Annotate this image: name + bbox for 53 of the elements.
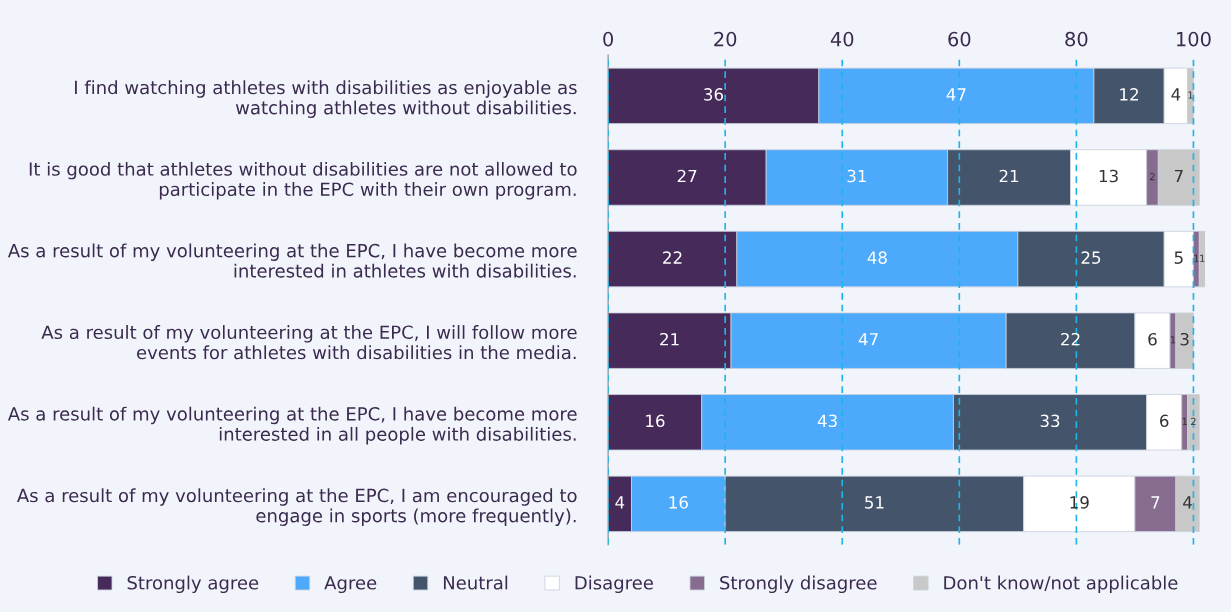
data-label: 1 bbox=[1182, 417, 1187, 425]
y-tick-label: As a result of my volunteering at the EPC, I will follow more events for athletes with disabilities in the media. bbox=[41, 325, 577, 360]
data-label: 1 bbox=[1200, 254, 1205, 262]
legend-label: Neutral bbox=[443, 575, 508, 590]
data-label: 1 bbox=[1188, 91, 1193, 99]
data-label: 5 bbox=[1174, 251, 1183, 264]
y-tick-label: As a result of my volunteering at the EPC, I have become more interested in all people with disabilities. bbox=[7, 406, 577, 445]
data-label: 22 bbox=[663, 251, 682, 264]
data-label: 16 bbox=[669, 496, 688, 509]
data-label: 51 bbox=[865, 496, 884, 509]
legend-label: Strongly disagree bbox=[720, 575, 877, 594]
data-label: 1 bbox=[1170, 336, 1176, 344]
data-label: 33 bbox=[1040, 414, 1060, 428]
data-label: 4 bbox=[615, 496, 625, 509]
legend-label: Don't know/not applicable bbox=[944, 575, 1178, 594]
data-label: 19 bbox=[1070, 496, 1089, 509]
data-label: 43 bbox=[817, 414, 837, 428]
data-label: 6 bbox=[1160, 414, 1169, 428]
data-label: 22 bbox=[1061, 332, 1080, 346]
data-label: 6 bbox=[1148, 332, 1157, 346]
y-tick-label: I find watching athletes with disabilities as enjoyable as watching athletes without disabilities. bbox=[75, 80, 577, 118]
x-tick-label: 40 bbox=[830, 31, 854, 47]
data-label: 4 bbox=[1171, 88, 1181, 101]
data-label: 16 bbox=[646, 414, 665, 428]
data-label: 3 bbox=[1180, 332, 1189, 346]
y-tick-label: As a result of my volunteering at the EPC, I have become more interested in athletes with disabilities. bbox=[7, 243, 577, 278]
data-label: 7 bbox=[1151, 496, 1160, 509]
data-label: 25 bbox=[1081, 251, 1101, 264]
data-label: 2 bbox=[1150, 172, 1155, 181]
legend-label: Disagree bbox=[575, 575, 653, 594]
legend-label: Agree bbox=[324, 576, 377, 594]
data-label: 2 bbox=[1191, 417, 1196, 425]
data-label: 31 bbox=[847, 169, 866, 183]
x-tick-label: 0 bbox=[603, 31, 614, 47]
x-tick-label: 80 bbox=[1065, 31, 1088, 47]
y-tick-label: It is good that athletes without disabilities are not allowed to participate in the EPC with their own program. bbox=[29, 161, 577, 200]
x-tick-label: 20 bbox=[714, 31, 737, 47]
data-label: 48 bbox=[867, 251, 887, 264]
y-tick-label: As a result of my volunteering at the EPC, I am encouraged to engage in sports (more frequently). bbox=[16, 488, 577, 526]
legend-label: Strongly agree bbox=[127, 575, 259, 594]
data-label: 21 bbox=[999, 169, 1019, 183]
data-label: 12 bbox=[1120, 88, 1138, 101]
data-label: 21 bbox=[660, 332, 679, 346]
data-label: 13 bbox=[1099, 169, 1118, 183]
data-label: 47 bbox=[858, 333, 878, 346]
data-label: 36 bbox=[704, 88, 724, 101]
data-label: 27 bbox=[677, 169, 697, 183]
x-tick-label: 60 bbox=[948, 31, 971, 47]
data-label: 7 bbox=[1174, 169, 1183, 183]
x-tick-label: 100 bbox=[1177, 31, 1211, 47]
data-label: 4 bbox=[1183, 496, 1192, 509]
data-label: 47 bbox=[946, 88, 966, 101]
data-label: 1 bbox=[1194, 254, 1199, 262]
